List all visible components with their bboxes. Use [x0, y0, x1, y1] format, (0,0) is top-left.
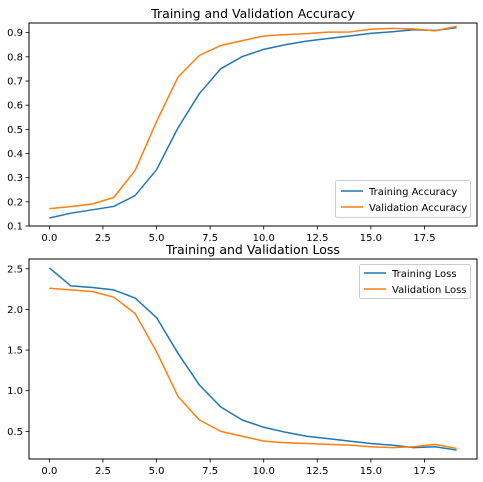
- legend-label-validation-accuracy: Validation Accuracy: [369, 203, 467, 214]
- y-tick-label: 2.0: [7, 305, 23, 316]
- x-tick-label: 15.0: [360, 233, 382, 244]
- series-line-validation-accuracy: [49, 25, 457, 210]
- x-tick-label: 2.5: [95, 466, 111, 477]
- x-tick-label: 7.5: [202, 233, 218, 244]
- accuracy-chart: Training and Validation Accuracy 0.0 2.5 5…: [7, 6, 478, 244]
- x-tick-label: 10.0: [253, 233, 275, 244]
- loss-ticks: 0.0 2.5 5.0 7.5 10.0 12.5 15.0 17.5 0.5 1.0 1.5 2.0…: [7, 264, 436, 477]
- accuracy-axes-frame: [28, 22, 478, 227]
- series-line-training-loss: [48, 267, 457, 451]
- x-tick-label: 2.5: [95, 233, 111, 244]
- y-tick-label: 0.8: [7, 52, 23, 63]
- loss-series: [48, 267, 457, 451]
- x-tick-label: 0.0: [41, 466, 57, 477]
- y-tick-label: 0.3: [7, 173, 23, 184]
- loss-legend: Training Loss Validation Loss: [359, 264, 471, 299]
- x-tick-label: 5.0: [149, 466, 165, 477]
- accuracy-chart-title: Training and Validation Accuracy: [150, 6, 355, 21]
- y-tick-label: 0.5: [7, 427, 23, 438]
- loss-chart-title: Training and Validation Loss: [165, 242, 340, 257]
- x-tick-label: 10.0: [253, 466, 275, 477]
- y-tick-label: 1.5: [7, 346, 23, 357]
- accuracy-legend: Training Accuracy Validation Accuracy: [335, 180, 471, 218]
- accuracy-series: [49, 25, 457, 219]
- loss-legend-box: [359, 264, 471, 299]
- series-line-training-accuracy: [49, 26, 457, 219]
- legend-label-validation-loss: Validation Loss: [392, 285, 467, 296]
- y-tick-label: 0.2: [7, 197, 23, 208]
- loss-chart: Training and Validation Loss 0.0 2.5 5.0 7.…: [7, 242, 478, 477]
- x-tick-label: 17.5: [413, 233, 435, 244]
- y-tick-label: 2.5: [7, 264, 23, 275]
- x-tick-label: 15.0: [360, 466, 382, 477]
- legend-label-training-loss: Training Loss: [391, 269, 457, 280]
- y-tick-label: 0.5: [7, 125, 23, 136]
- x-tick-label: 0.0: [41, 233, 57, 244]
- legend-label-training-accuracy: Training Accuracy: [368, 187, 457, 198]
- y-tick-label: 0.4: [7, 149, 23, 160]
- loss-axes-frame: [28, 258, 478, 460]
- accuracy-ticks: 0.0 2.5 5.0 7.5 10.0 12.5 15.0 17.5 0.1 0.2 0.3 0.4…: [7, 28, 436, 244]
- y-tick-label: 0.6: [7, 101, 23, 112]
- y-tick-label: 0.9: [7, 28, 23, 39]
- x-tick-label: 12.5: [306, 233, 328, 244]
- x-tick-label: 17.5: [413, 466, 435, 477]
- accuracy-legend-box: [335, 180, 471, 218]
- y-tick-label: 0.7: [7, 77, 23, 88]
- x-tick-label: 7.5: [202, 466, 218, 477]
- series-line-validation-loss: [49, 287, 457, 450]
- y-tick-label: 0.1: [7, 222, 23, 233]
- x-tick-label: 5.0: [149, 233, 165, 244]
- x-tick-label: 12.5: [306, 466, 328, 477]
- y-tick-label: 1.0: [7, 386, 23, 397]
